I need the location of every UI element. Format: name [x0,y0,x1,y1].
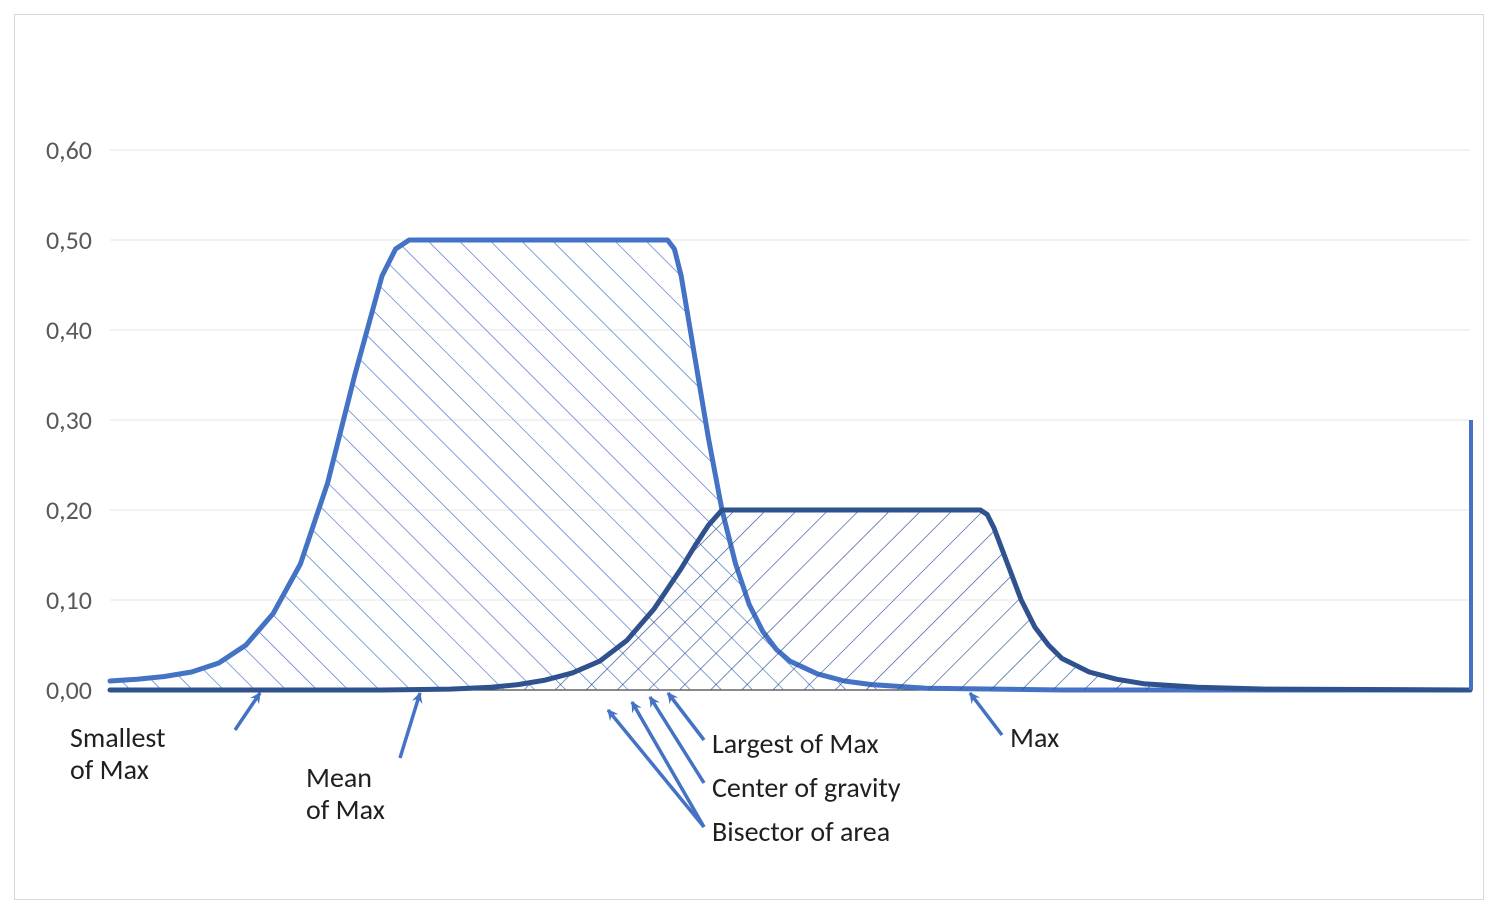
label-bisector-of-area: Bisector of area [712,816,890,848]
chart-border [14,14,1484,900]
label-largest-of-max: Largest of Max [712,728,879,760]
y-tick-label: 0,10 [0,584,92,616]
label-mean-of-max: Mean of Max [306,762,385,826]
y-tick-label: 0,60 [0,134,92,166]
chart-container: 0,00 0,10 0,20 0,30 0,40 0,50 0,60 Smallest of… [0,0,1502,913]
y-tick-label: 0,50 [0,224,92,256]
y-tick-label: 0,30 [0,404,92,436]
y-tick-label: 0,00 [0,674,92,706]
y-tick-label: 0,20 [0,494,92,526]
label-smallest-of-max: Smallest of Max [70,722,165,786]
label-center-of-gravity: Center of gravity [712,772,901,804]
y-tick-label: 0,40 [0,314,92,346]
label-max: Max [1010,722,1059,754]
